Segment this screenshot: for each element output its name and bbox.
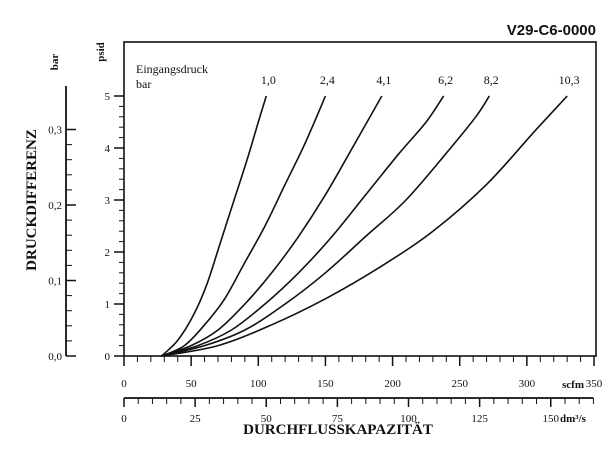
scfm-tick-label: 200 [384,378,401,390]
series-line-5 [161,95,568,357]
psid-tick-label: 1 [105,299,111,311]
dm3s-tick-label: 125 [471,413,488,425]
series-label-1: 2,4 [320,73,335,87]
psid-tick-label: 4 [105,143,111,155]
scfm-tick-label: 250 [451,378,468,390]
psid-tick-label: 5 [105,91,111,103]
dm3s-tick-label: 0 [121,413,127,425]
dm3s-tick-label: 75 [332,413,344,425]
dm3s-tick-label: 25 [190,413,202,425]
bar-tick-label: 0,1 [48,276,62,288]
scfm-tick-label: 150 [317,378,334,390]
series-label-3: 6,2 [438,73,453,87]
series-line-4 [161,95,490,357]
plot-frame [123,41,597,357]
scfm-tick-label: 0 [121,378,127,390]
series-line-3 [161,95,445,357]
scfm-tick-label: 350 [586,378,603,390]
dm3s-tick-label: 150 [543,413,560,425]
dm3s-tick-label: 50 [261,413,273,425]
y-unit-bar: bar [49,54,61,71]
psid-tick-label: 0 [105,351,111,363]
series-line-2 [161,95,383,357]
scfm-tick-label: 100 [250,378,267,390]
series-label-5: 10,3 [559,73,580,87]
scfm-tick-label: 300 [519,378,536,390]
y-axis-title: DRUCKDIFFERENZ [24,129,40,271]
bar-tick-label: 0,2 [48,200,62,212]
legend-title-line1: Eingangsdruck [136,62,208,76]
x-unit-scfm: scfm [562,379,584,391]
x-axis-title: DURCHFLUSSKAPAZITÄT [243,422,433,438]
psid-tick-label: 3 [105,195,111,207]
scfm-tick-label: 50 [186,378,198,390]
bar-tick-label: 0,3 [48,125,62,137]
legend-title-line2: bar [136,77,151,91]
chart-title: V29-C6-0000 [507,22,596,39]
dm3s-tick-label: 100 [400,413,417,425]
series-label-2: 4,1 [376,73,391,87]
bar-tick-label: 0,0 [48,351,62,363]
psid-tick-label: 2 [105,247,111,259]
series-label-0: 1,0 [261,73,276,87]
y-unit-psid: psid [95,42,107,62]
series-label-4: 8,2 [484,73,499,87]
series-line-1 [161,95,327,357]
x-unit-dm3s: dm³/s [560,413,587,425]
series-line-0 [161,95,268,357]
